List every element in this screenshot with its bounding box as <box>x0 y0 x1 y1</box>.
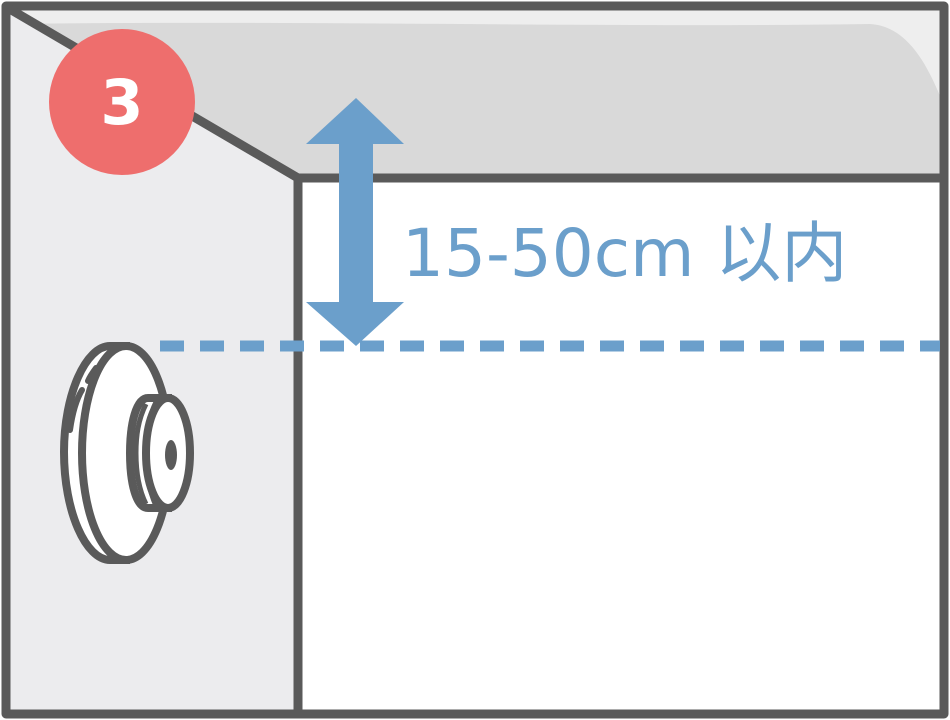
step-number: 3 <box>100 66 143 139</box>
step-badge: 3 <box>49 29 195 175</box>
ceiling-edge-highlight <box>8 8 940 96</box>
ceiling-plane <box>8 8 940 176</box>
front-wall-plane <box>298 176 940 712</box>
measurement-label: 15-50cm 以内 <box>402 215 847 292</box>
wall-mounted-round-device-icon <box>59 342 194 564</box>
double-headed-vertical-arrow-icon <box>306 98 404 346</box>
